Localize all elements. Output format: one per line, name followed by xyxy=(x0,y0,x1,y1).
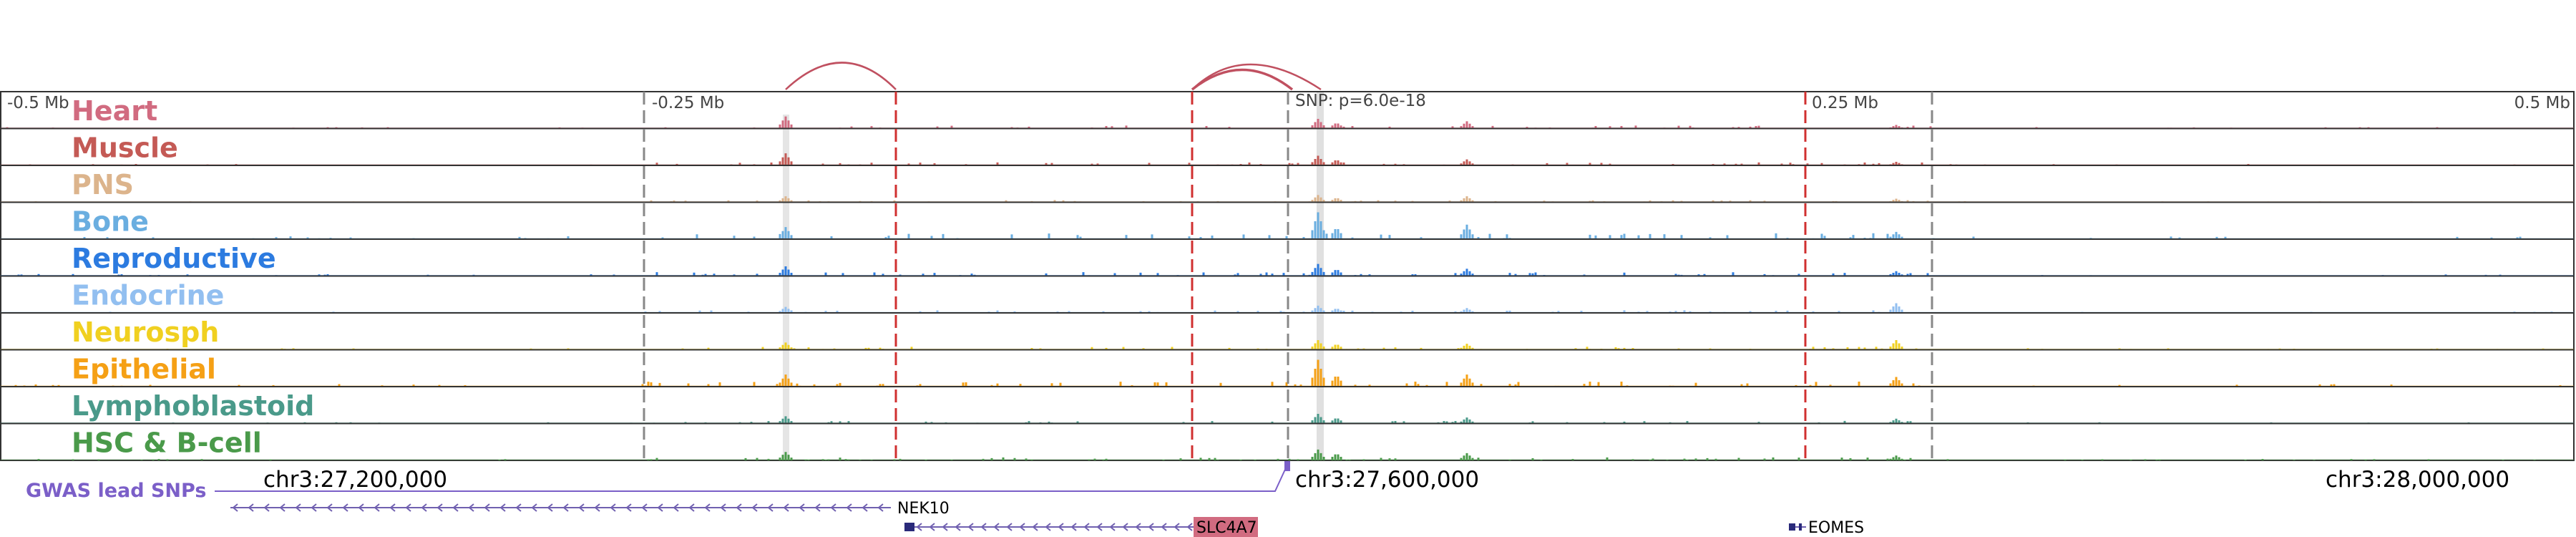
track-signal xyxy=(29,153,2516,165)
track-hsc-b-cell: HSC & B-cell xyxy=(0,422,2575,461)
strand-chevrons xyxy=(916,523,1193,531)
track-signal xyxy=(11,340,2545,350)
gwas-connector xyxy=(215,463,1289,492)
interaction-arc xyxy=(1191,68,1294,91)
gene-exon xyxy=(1789,523,1795,531)
track-frame xyxy=(0,422,2575,461)
strand-chevrons xyxy=(232,503,884,512)
snp-highlight xyxy=(783,115,789,460)
track-label: Epithelial xyxy=(72,354,216,385)
scale-label-left: -0.5 Mb xyxy=(7,94,69,112)
gene-exon xyxy=(1799,523,1802,531)
gene-track: NEK10 SLC4A7 EOMES xyxy=(230,500,1864,537)
interaction-arc xyxy=(785,62,897,90)
track-label: Neurosph xyxy=(72,316,219,348)
interaction-arcs xyxy=(785,62,1322,91)
track-label: Endocrine xyxy=(72,280,224,311)
coordinate-label: chr3:27,200,000 xyxy=(263,467,447,493)
track-label: Muscle xyxy=(72,132,178,164)
gene-highlight-slc4a7 xyxy=(1194,517,1258,537)
gene-label-slc4a7: SLC4A7 xyxy=(1196,519,1257,537)
scale-label-mid-left: -0.25 Mb xyxy=(652,94,724,112)
chevron-left-icon xyxy=(232,503,884,512)
track-signal xyxy=(6,116,2439,129)
scale-label-mid-right: 0.25 Mb xyxy=(1812,94,1878,112)
track-label: Lymphoblastoid xyxy=(72,390,314,422)
gene-label-nek10: NEK10 xyxy=(897,500,950,518)
scale-label-right: 0.5 Mb xyxy=(2514,94,2570,112)
gene-exon xyxy=(904,523,914,531)
track-label: Heart xyxy=(72,95,157,127)
track-label: Reproductive xyxy=(72,243,276,274)
chevron-left-icon xyxy=(916,523,1193,531)
track-signal xyxy=(37,449,2536,460)
coordinate-label: chr3:28,000,000 xyxy=(2326,467,2509,493)
tracks: Heart Muscle PNS Bone Reproductive Endocrine N… xyxy=(0,91,2575,461)
gene-label-eomes: EOMES xyxy=(1808,519,1864,537)
track-label: PNS xyxy=(72,169,134,200)
snp-pvalue-label: SNP: p=6.0e-18 xyxy=(1295,92,1426,110)
vertical-markers xyxy=(643,92,1933,460)
interaction-arc xyxy=(1191,63,1322,91)
track-signal xyxy=(34,195,2493,203)
gwas-snp-marker xyxy=(1284,461,1290,471)
track-label: Bone xyxy=(72,206,149,238)
track-signal xyxy=(83,212,2522,239)
gwas-label: GWAS lead SNPs xyxy=(26,480,206,502)
coordinate-label: chr3:27,600,000 xyxy=(1295,467,1479,493)
track-signal xyxy=(17,263,2502,276)
track-label: HSC & B-cell xyxy=(72,427,262,459)
